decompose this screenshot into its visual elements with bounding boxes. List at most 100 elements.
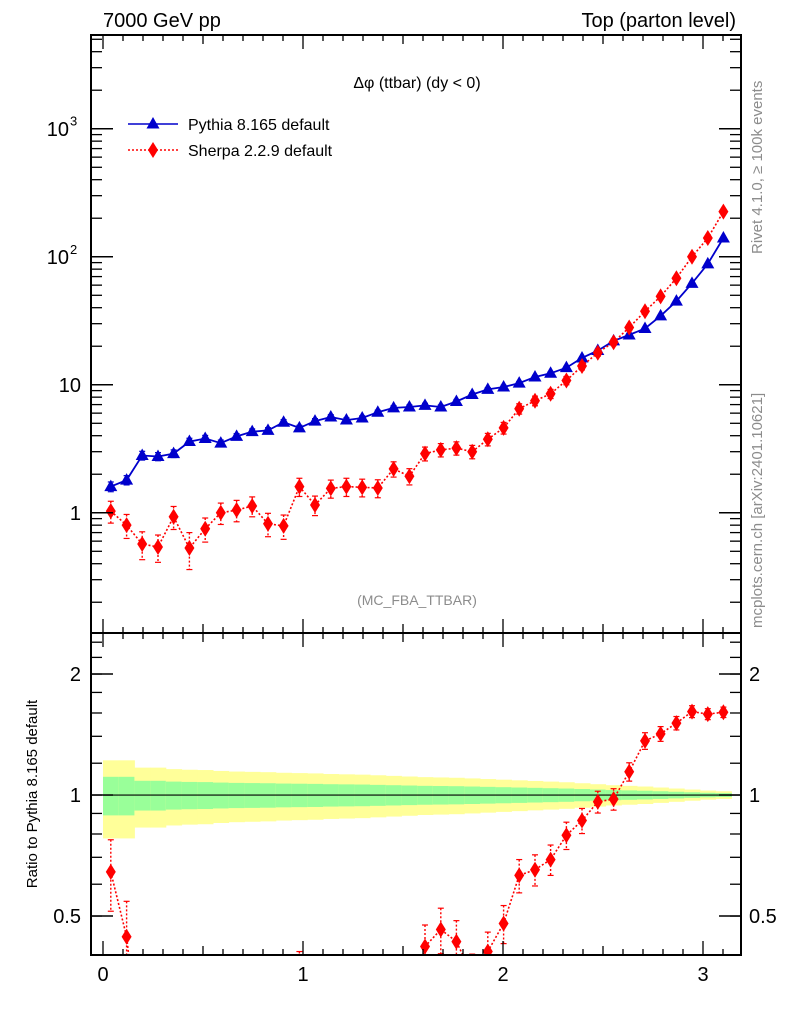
sherpa-point [718, 203, 729, 220]
main-y-tick-label: 10 [59, 375, 81, 397]
sherpa-ratio-point [169, 985, 179, 1001]
sherpa-ratio-point [514, 867, 525, 884]
main-y-tick-label-exponent: 2 [70, 242, 77, 257]
sherpa-point [561, 372, 572, 389]
pythia-point [324, 409, 338, 422]
pythia-point [214, 436, 228, 448]
pythia-point [638, 321, 652, 334]
pythia-point [685, 276, 699, 288]
pythia-point [465, 387, 479, 399]
ratio-y-right-tick-label: 0.5 [749, 906, 777, 928]
sherpa-ratio-point [389, 979, 399, 995]
sherpa-ratio-point [404, 1004, 414, 1020]
sherpa-point [168, 508, 179, 525]
sherpa-series [105, 203, 729, 571]
sherpa-point [671, 270, 682, 287]
sherpa-ratio-point [105, 863, 116, 880]
pythia-series [104, 231, 730, 493]
sherpa-ratio-point [718, 704, 729, 721]
sherpa-point [231, 502, 242, 519]
sherpa-ratio-point [702, 706, 713, 723]
sherpa-point [451, 440, 462, 457]
pythia-point [716, 231, 730, 243]
main-data-layer [104, 203, 730, 571]
pythia-point [402, 400, 416, 412]
pythia-point [198, 431, 212, 444]
pythia-line [110, 237, 725, 488]
sherpa-point [467, 443, 478, 460]
sherpa-ratio-point [671, 715, 682, 732]
sherpa-point [388, 460, 399, 477]
pythia-point [120, 473, 134, 485]
analysis-label: (MC_FBA_TTBAR) [357, 592, 477, 608]
pythia-point [230, 429, 244, 441]
sherpa-ratio-line [110, 710, 724, 955]
sherpa-ratio-point [232, 1018, 242, 1024]
sherpa-ratio-point [435, 921, 446, 938]
sigma1-band-segment [134, 780, 151, 811]
legend-entry-sherpa: Sherpa 2.2.9 default [128, 142, 333, 160]
pythia-point [387, 400, 401, 413]
pythia-point [355, 410, 369, 423]
pythia-point [261, 423, 275, 435]
pythia-point [559, 360, 573, 373]
ratio-panel: 0 1 2 3 0.5 0.5 1 1 2 2 Ratio to Pythia 8.165 def… [24, 632, 777, 1024]
sherpa-point [592, 344, 603, 361]
sherpa-point [105, 503, 116, 520]
header-right: Top (parton level) [581, 10, 736, 32]
sherpa-ratio-point [341, 996, 351, 1012]
mcplots-label: mcplots.cern.ch [arXiv:2401.10621] [749, 393, 766, 628]
pythia-point [654, 308, 668, 321]
legend-sherpa-diamond-marker [148, 142, 158, 158]
main-y-tick-label-exponent: 3 [70, 114, 77, 129]
sherpa-ratio-point [482, 943, 493, 955]
sherpa-ratio-point [655, 725, 666, 742]
rivet-label: Rivet 4.1.0, ≥ 100k events [749, 81, 766, 254]
sherpa-point [655, 288, 666, 305]
pythia-point [135, 448, 149, 461]
sherpa-point [325, 480, 336, 497]
sherpa-ratio-point [357, 1005, 367, 1021]
pythia-point [669, 294, 683, 306]
main-y-tick-label: 1 [70, 503, 81, 525]
sherpa-point [247, 497, 258, 514]
sherpa-ratio-point [247, 1020, 257, 1024]
ratio-y-tick-label: 2 [70, 664, 81, 686]
pythia-point [449, 394, 463, 406]
sherpa-point [404, 468, 415, 485]
pythia-point [182, 434, 196, 447]
pythia-point [308, 414, 322, 426]
sherpa-point [263, 515, 273, 532]
sherpa-point [215, 504, 226, 521]
pythia-point [544, 366, 558, 378]
sherpa-point [420, 445, 430, 462]
ratio-ylabel: Ratio to Pythia 8.165 default [24, 699, 41, 888]
ratio-y-tick-label: 1 [70, 785, 81, 807]
sherpa-ratio-point [216, 1006, 226, 1022]
sherpa-point [702, 230, 713, 247]
ratio-y-right-tick-label: 2 [749, 664, 760, 686]
sherpa-ratio-series [105, 703, 729, 1024]
sherpa-ratio-point [121, 928, 132, 945]
sigma1-band-segment [118, 776, 135, 816]
sherpa-point [624, 319, 635, 336]
pythia-point [371, 405, 385, 417]
ratio-axes: 0 1 2 3 0.5 0.5 1 1 2 2 [53, 632, 777, 986]
sherpa-point [498, 419, 509, 436]
sherpa-point [372, 480, 383, 497]
x-tick-label: 2 [497, 964, 508, 986]
sherpa-point [153, 539, 163, 556]
pythia-point [434, 400, 448, 412]
sherpa-ratio-point [530, 861, 540, 878]
sigma1-band-segment [150, 780, 167, 811]
legend-sherpa-label: Sherpa 2.2.9 default [188, 143, 333, 160]
sherpa-point [435, 441, 446, 458]
pythia-point [418, 398, 432, 410]
sherpa-point [530, 392, 540, 409]
ratio-data-layer [105, 703, 729, 1024]
sherpa-point [357, 479, 368, 496]
pythia-point [245, 424, 259, 437]
main-title: Δφ (ttbar) (dy < 0) [353, 75, 480, 92]
sherpa-point [184, 540, 195, 557]
sherpa-ratio-point [608, 791, 619, 808]
